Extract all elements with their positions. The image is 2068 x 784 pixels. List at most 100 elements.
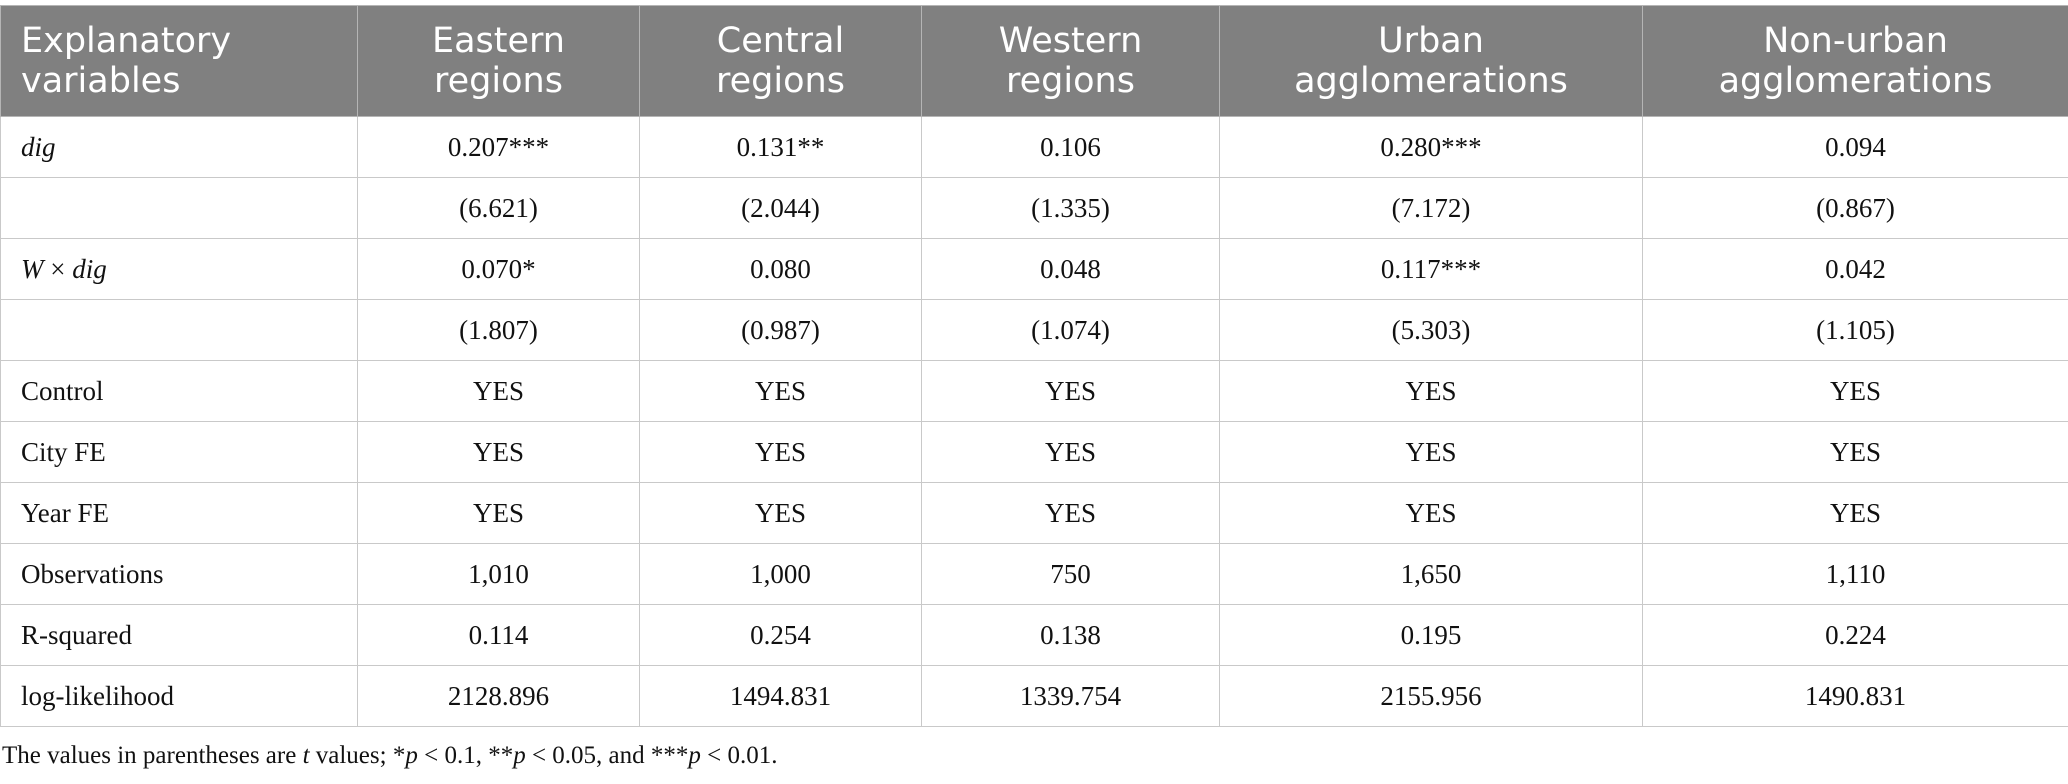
table-row: Control YES YES YES YES YES [0, 360, 2068, 422]
column-header-text: variables [21, 61, 181, 101]
table-row: (1.807) (0.987) (1.074) (5.303) (1.105) [0, 299, 2068, 361]
table-row: City FE YES YES YES YES YES [0, 421, 2068, 483]
table-cell: 0.280*** [1219, 116, 1643, 178]
row-label-text: dig [72, 253, 107, 284]
row-label: R-squared [0, 604, 358, 666]
column-header-text: Urban [1378, 21, 1484, 61]
results-table: Explanatory variables Eastern regions Centra… [0, 5, 2068, 727]
table-cell: 1494.831 [639, 665, 922, 727]
table-cell: 0.207*** [357, 116, 640, 178]
column-header: Western regions [921, 5, 1220, 117]
table-row: log-likelihood 2128.896 1494.831 1339.754 21… [0, 665, 2068, 727]
row-label: Observations [0, 543, 358, 605]
footnote-text: < 0.01. [700, 742, 778, 769]
table-cell: YES [1642, 482, 2068, 544]
column-header-text: Non-urban [1763, 21, 1948, 61]
table-cell: 0.131** [639, 116, 922, 178]
table-cell: 2155.956 [1219, 665, 1643, 727]
column-header-text: Central [716, 21, 845, 61]
row-label-text: Observations [21, 558, 164, 589]
table-cell: YES [1219, 421, 1643, 483]
table-cell: 1339.754 [921, 665, 1220, 727]
table-cell: 0.070* [357, 238, 640, 300]
row-label-text: R-squared [21, 619, 132, 650]
table-row: Year FE YES YES YES YES YES [0, 482, 2068, 544]
table-cell: (1.807) [357, 299, 640, 361]
footnote-text: p [405, 742, 418, 769]
footnote-text: values; * [309, 742, 406, 769]
table-cell: (0.987) [639, 299, 922, 361]
table-cell: 1490.831 [1642, 665, 2068, 727]
table-cell: YES [357, 360, 640, 422]
table-cell: (2.044) [639, 177, 922, 239]
row-label: City FE [0, 421, 358, 483]
column-header-text: Explanatory [21, 21, 232, 61]
table-row: dig 0.207*** 0.131** 0.106 0.280*** 0.094 [0, 116, 2068, 178]
row-label-text: log-likelihood [21, 680, 174, 711]
table-cell: YES [357, 482, 640, 544]
column-header: Central regions [639, 5, 922, 117]
row-label-text: City FE [21, 436, 106, 467]
row-label: Control [0, 360, 358, 422]
column-header-text: regions [434, 61, 563, 101]
row-label: Year FE [0, 482, 358, 544]
table-row: (6.621) (2.044) (1.335) (7.172) (0.867) [0, 177, 2068, 239]
table-cell: 0.094 [1642, 116, 2068, 178]
column-header-text: agglomerations [1718, 61, 1993, 101]
column-header-text: Eastern [431, 21, 565, 61]
table-header: Explanatory variables Eastern regions Centra… [0, 5, 2068, 117]
table-cell: 0.117*** [1219, 238, 1643, 300]
table-cell: YES [1642, 421, 2068, 483]
row-label [0, 299, 358, 361]
table-cell: 0.138 [921, 604, 1220, 666]
table-cell: YES [357, 421, 640, 483]
table-cell: YES [1219, 482, 1643, 544]
footnote-text: < 0.05, and *** [525, 742, 689, 769]
column-header: Non-urban agglomerations [1642, 5, 2068, 117]
table-cell: 750 [921, 543, 1220, 605]
table-cell: 0.224 [1642, 604, 2068, 666]
column-header-text: Western [998, 21, 1143, 61]
table-cell: (1.105) [1642, 299, 2068, 361]
column-header-text: regions [716, 61, 845, 101]
table-footnote: The values in parentheses are t values; … [2, 742, 778, 770]
table-cell: 0.195 [1219, 604, 1643, 666]
table-row: W × dig 0.070* 0.080 0.048 0.117*** 0.042 [0, 238, 2068, 300]
table-cell: 1,650 [1219, 543, 1643, 605]
table-cell: YES [921, 482, 1220, 544]
column-header-text: agglomerations [1294, 61, 1568, 101]
column-header: Explanatory variables [0, 5, 358, 117]
table-row: Observations 1,010 1,000 750 1,650 1,110 [0, 543, 2068, 605]
table-cell: 0.106 [921, 116, 1220, 178]
table-cell: (1.335) [921, 177, 1220, 239]
table-cell: 0.114 [357, 604, 640, 666]
footnote-text: The values in parentheses are [2, 742, 303, 769]
table-cell: YES [921, 360, 1220, 422]
footnote-text: < 0.1, ** [417, 742, 514, 769]
table-cell: (0.867) [1642, 177, 2068, 239]
row-label: W × dig [0, 238, 358, 300]
column-header: Eastern regions [357, 5, 640, 117]
table-cell: 0.048 [921, 238, 1220, 300]
table-cell: YES [1219, 360, 1643, 422]
table-cell: 1,110 [1642, 543, 2068, 605]
table-body: dig 0.207*** 0.131** 0.106 0.280*** 0.094 (6.6… [0, 116, 2068, 727]
table-cell: 0.254 [639, 604, 922, 666]
row-label: dig [0, 116, 358, 178]
column-header: Urban agglomerations [1219, 5, 1643, 117]
table-cell: (7.172) [1219, 177, 1643, 239]
table-cell: YES [639, 360, 922, 422]
table-cell: (6.621) [357, 177, 640, 239]
row-label [0, 177, 358, 239]
footnote-text: p [688, 742, 701, 769]
table-cell: YES [639, 482, 922, 544]
footnote-text: t [302, 742, 310, 769]
header-row: Explanatory variables Eastern regions Centra… [0, 5, 2068, 117]
table-cell: 0.042 [1642, 238, 2068, 300]
table-cell: 1,000 [639, 543, 922, 605]
table-cell: 1,010 [357, 543, 640, 605]
table-cell: YES [921, 421, 1220, 483]
footnote-text: p [513, 742, 526, 769]
table-cell: (5.303) [1219, 299, 1643, 361]
row-label: log-likelihood [0, 665, 358, 727]
